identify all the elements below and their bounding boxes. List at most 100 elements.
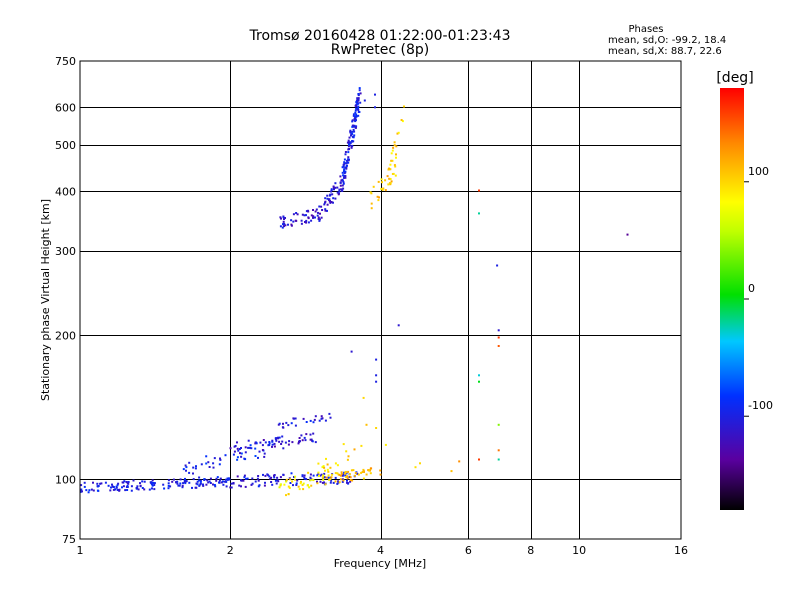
data-point: [184, 464, 187, 467]
data-point: [347, 161, 350, 164]
data-point: [318, 219, 321, 222]
data-point: [311, 440, 314, 443]
data-point: [294, 417, 297, 420]
data-point: [344, 175, 347, 177]
data-point: [340, 471, 343, 474]
data-point: [330, 473, 333, 476]
data-point: [223, 480, 226, 483]
data-point: [300, 434, 303, 437]
data-point: [295, 212, 298, 214]
data-point: [346, 479, 348, 482]
data-point: [248, 446, 251, 449]
data-point: [390, 180, 393, 183]
data-point: [391, 149, 394, 152]
data-point: [135, 487, 138, 490]
data-point: [125, 481, 128, 483]
data-point: [376, 195, 379, 198]
data-point: [250, 447, 253, 450]
data-point: [344, 153, 347, 156]
data-point: [85, 489, 88, 492]
data-point: [191, 486, 193, 489]
data-point: [297, 442, 300, 445]
tick-labels: 1 2 4 6 8 10 16 75 100 200 300 400 500 600 750: [55, 55, 688, 557]
data-point: [290, 223, 293, 226]
data-point: [290, 422, 293, 425]
data-point: [326, 203, 329, 206]
data-point: [167, 484, 170, 487]
data-point: [118, 489, 121, 492]
data-point: [358, 87, 361, 90]
data-point: [229, 447, 232, 450]
data-point: [271, 445, 273, 448]
data-point: [143, 480, 146, 483]
data-point: [151, 479, 154, 482]
data-point: [302, 482, 305, 485]
data-point: [375, 427, 378, 429]
data-point: [273, 476, 276, 479]
data-point: [229, 486, 232, 489]
data-point: [354, 109, 357, 112]
data-point: [262, 439, 265, 441]
data-point: [352, 113, 355, 116]
data-point: [336, 464, 339, 467]
x-tick-label: 8: [527, 544, 534, 557]
data-point: [344, 470, 347, 473]
data-point: [307, 221, 310, 224]
data-point: [326, 209, 328, 212]
data-point: [224, 454, 227, 457]
data-point: [299, 482, 302, 485]
colorbar-tick-label: 0: [748, 282, 755, 295]
data-point: [258, 484, 261, 487]
data-point: [279, 476, 282, 479]
data-point: [309, 479, 312, 482]
data-point: [352, 128, 355, 131]
data-point: [497, 345, 500, 347]
data-point: [374, 93, 376, 96]
data-point: [219, 457, 221, 460]
data-point: [236, 447, 239, 450]
data-point: [369, 472, 372, 475]
data-point: [310, 478, 313, 481]
data-point: [283, 225, 285, 228]
data-point: [375, 358, 378, 361]
data-point: [316, 480, 318, 483]
data-point: [153, 488, 156, 491]
data-point: [287, 424, 290, 427]
data-point: [139, 484, 142, 487]
data-point: [338, 481, 341, 484]
data-point: [327, 474, 330, 477]
data-point: [478, 189, 480, 192]
data-point: [226, 477, 229, 480]
data-point: [331, 193, 334, 196]
data-point: [313, 418, 316, 421]
data-point: [291, 480, 294, 483]
data-point: [309, 419, 312, 422]
data-point: [292, 417, 295, 420]
data-point: [317, 216, 320, 219]
data-point: [243, 474, 246, 477]
data-point: [312, 209, 314, 211]
data-point: [282, 220, 285, 223]
data-point: [345, 166, 348, 169]
data-point: [188, 471, 191, 474]
data-point: [344, 151, 347, 153]
data-point: [216, 476, 219, 479]
data-point: [194, 467, 197, 470]
data-point: [392, 146, 395, 149]
data-point: [207, 481, 210, 484]
data-point: [240, 455, 243, 458]
data-point: [396, 132, 399, 135]
data-point: [294, 475, 297, 478]
data-point: [393, 144, 396, 147]
data-point: [375, 374, 378, 377]
data-point: [329, 416, 332, 419]
data-point: [276, 437, 279, 440]
data-point: [261, 449, 264, 451]
data-point: [232, 453, 235, 456]
data-point: [384, 443, 387, 446]
data-point: [287, 443, 290, 446]
data-point: [380, 178, 383, 181]
data-point: [338, 190, 341, 193]
data-point: [218, 479, 221, 482]
data-point: [347, 470, 350, 473]
